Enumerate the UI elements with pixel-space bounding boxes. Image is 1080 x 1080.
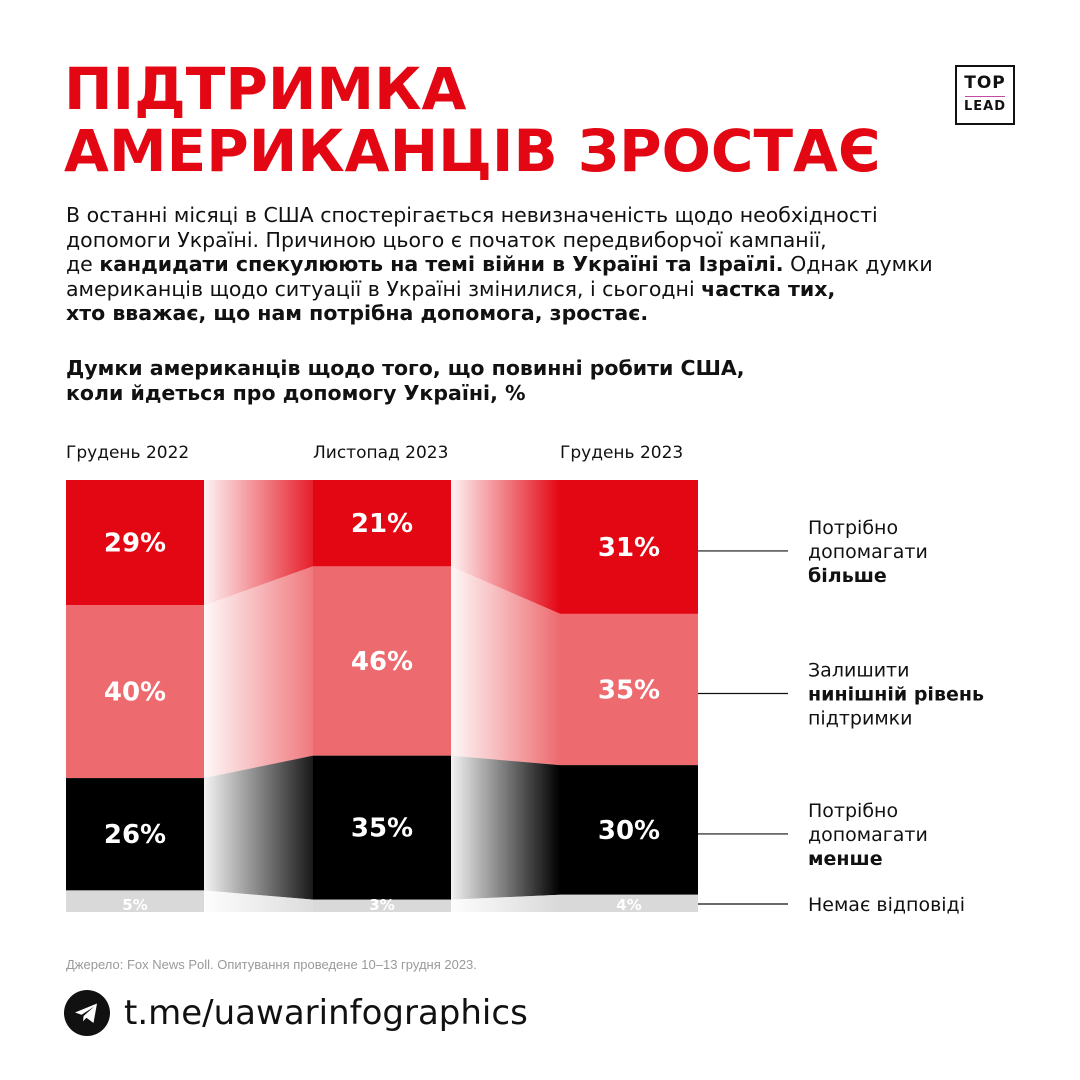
intro-line-4-bold: частка тих, [701, 276, 836, 301]
connector-2-1 [451, 755, 560, 900]
data-label-3-2: 4% [616, 896, 641, 914]
data-label-3-1: 3% [369, 896, 394, 914]
data-label-3-0: 5% [122, 896, 147, 914]
data-label-2-2: 30% [598, 816, 660, 846]
intro-line-3-bold: кандидати спекулюють на темі війни в Укр… [99, 252, 784, 276]
bar-segment-3-0 [66, 890, 204, 912]
logo-divider [965, 96, 1005, 97]
top-lead-logo: TOP LEAD [955, 65, 1015, 125]
connector-1-0 [204, 566, 313, 779]
data-label-0-1: 21% [351, 509, 413, 539]
stacked-bar-chart: Грудень 2022 29% 40% 26% 5% Листопад 2023 21% 4… [66, 443, 984, 916]
bar-segment-0-0 [66, 480, 204, 606]
data-label-1-0: 40% [104, 678, 166, 708]
legend-text-0-2: більше [808, 565, 887, 587]
connector-3-1 [451, 894, 560, 912]
bar-segment-1-2 [560, 613, 698, 766]
intro-paragraph: В останні місяці в США спостерігається н… [66, 203, 1026, 326]
page-title-line-2: АМЕРИКАНЦІВ ЗРОСТАЄ [64, 117, 881, 185]
connector-2-0 [204, 755, 313, 900]
legend-text-1-0: Залишити [808, 660, 909, 682]
category-label-2: Грудень 2023 [560, 443, 683, 463]
data-label-2-1: 35% [351, 814, 413, 844]
connector-3-0 [204, 890, 313, 912]
telegram-link[interactable]: t.me/uawarinfographics [124, 993, 528, 1033]
bar-segment-3-1 [313, 899, 451, 912]
data-label-0-2: 31% [598, 533, 660, 563]
intro-line-3-a: де [66, 252, 100, 276]
data-label-1-1: 46% [351, 647, 413, 677]
data-label-1-2: 35% [598, 676, 660, 706]
connector-1-1 [451, 566, 560, 766]
chart-title-line-2: коли йдеться про допомогу Україні, % [66, 381, 526, 405]
intro-line-3: де кандидати спекулюють на темі війни в … [66, 252, 1026, 277]
intro-line-5-bold: хто вважає, що нам потрібна допомога, зр… [66, 301, 649, 325]
bar-segment-0-2 [560, 480, 698, 614]
legend-text-2-0: Потрібно [808, 800, 898, 822]
bar-segment-0-1 [313, 480, 451, 567]
data-label-2-0: 26% [104, 820, 166, 850]
logo-bottom-text: LEAD [963, 99, 1007, 114]
bar-segment-2-2 [560, 765, 698, 895]
intro-line-4-a: американців щодо ситуації в Україні змін… [66, 276, 702, 301]
legend-text-1-1: нинішній рівень [808, 684, 984, 706]
bar-segment-1-0 [66, 605, 204, 779]
intro-line-4: американців щодо ситуації в Україні змін… [66, 277, 1026, 302]
page-title: ПІДТРИМКА АМЕРИКАНЦІВ ЗРОСТАЄ [64, 58, 881, 182]
legend-text-0-0: Потрібно [808, 517, 898, 539]
intro-line-2: допомоги Україні. Причиною цього є почат… [66, 227, 827, 252]
bar-segment-2-0 [66, 778, 204, 891]
chart-title-line-1: Думки американців щодо того, що повинні … [66, 356, 745, 380]
connector-0-0 [204, 480, 313, 606]
telegram-icon [64, 990, 110, 1036]
category-label-0: Грудень 2022 [66, 443, 189, 463]
logo-top-text: TOP [964, 73, 1006, 93]
bar-segment-1-1 [313, 566, 451, 756]
category-label-1: Листопад 2023 [313, 443, 448, 463]
intro-line-1: В останні місяці в США спостерігається н… [66, 203, 878, 227]
legend-text-2-1: допомагати [808, 824, 928, 846]
intro-line-5: хто вважає, що нам потрібна допомога, зр… [66, 301, 1026, 326]
legend-text-3-0: Немає відповіді [808, 894, 965, 916]
bar-segment-3-2 [560, 894, 698, 912]
source-note: Джерело: Fox News Poll. Опитування прове… [66, 957, 477, 972]
connector-0-1 [451, 480, 560, 614]
legend-text-0-1: допомагати [808, 541, 928, 563]
page-title-line-1: ПІДТРИМКА [64, 55, 467, 123]
bar-segment-2-1 [313, 755, 451, 900]
legend-text-2-2: менше [808, 848, 883, 870]
chart-title: Думки американців щодо того, що повинні … [66, 356, 966, 406]
legend-text-1-2: підтримки [808, 708, 912, 730]
intro-line-3-c: Однак думки [783, 252, 933, 276]
data-label-0-0: 29% [104, 529, 166, 559]
